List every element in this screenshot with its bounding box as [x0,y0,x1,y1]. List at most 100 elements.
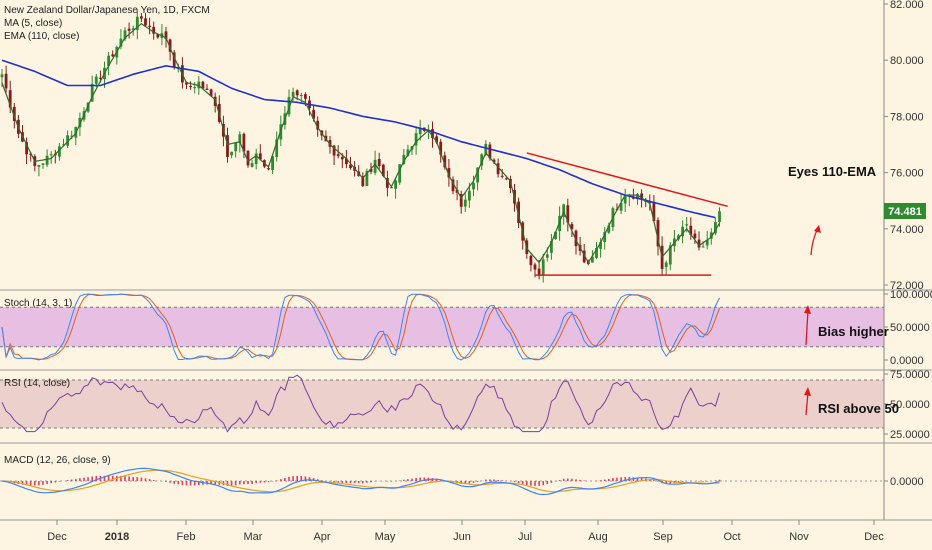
x-tick-label-0: Dec [47,531,67,543]
arrow-head-icon [814,225,821,233]
macd-label: MACD (12, 26, close, 9) [4,455,111,466]
candle-body [291,91,295,97]
rsi-tick-label-0: 75.0000 [890,369,930,381]
candle-body [500,175,504,177]
candle-body [554,231,557,239]
main-tick-label-4: 74.000 [890,224,924,236]
candle-body [472,182,475,190]
x-tick-label-10: Oct [723,531,740,543]
candle-body [90,83,94,102]
candle-body [316,120,320,130]
candle-body [242,133,246,152]
candle-body [94,76,98,84]
candle-body [582,250,586,263]
candle-body [238,134,242,144]
main-tick-label-3: 76.000 [890,168,924,180]
candle-body [135,16,139,30]
macd-signal-line [1,469,720,493]
main-tick-label-1: 80.000 [890,55,924,67]
candle-body [156,34,160,38]
stoch-arrow-icon [805,309,809,346]
candle-body [230,151,233,156]
candle-body [664,262,668,268]
candle-body [435,136,438,143]
candle-body [570,224,574,230]
stoch-label: Stoch (14, 3, 1) [4,298,72,309]
candle-body [193,87,197,89]
candle-body [107,55,110,66]
candle-body [275,139,279,158]
candle-body [377,158,381,167]
candle-body [131,28,135,30]
candle-body [185,82,188,85]
annotation-bias-higher: Bias higher [818,324,889,339]
candle-body [599,242,602,249]
candle-body [394,180,397,189]
candle-body [381,164,385,176]
candle-body [685,224,689,226]
candle-body [365,170,369,187]
price-pane[interactable] [0,9,821,283]
candle-body [607,225,611,233]
x-tick-label-7: Jul [518,531,532,543]
candle-body [668,245,672,265]
candle-body [332,145,336,156]
candle-body [328,140,332,147]
candle-body [414,133,418,146]
candle-body [533,264,537,270]
rsi-band [0,380,884,428]
candle-body [701,246,705,248]
rsi-pane[interactable] [0,374,884,433]
main-tick-label-2: 78.000 [890,111,924,123]
candle-body [386,178,389,188]
rsi-label: RSI (14, close) [4,378,70,389]
candle-body [234,142,238,152]
candle-body [258,153,262,160]
candle-body [58,146,61,157]
candle-body [636,194,639,200]
macd-pane[interactable] [0,467,884,496]
x-tick-label-9: Sep [653,531,673,543]
candle-body [439,141,443,155]
stoch-pane[interactable] [0,293,884,361]
candle-body [504,178,508,180]
candle-body [537,268,541,276]
candle-body [0,74,4,78]
chart-title: New Zealand Dollar/Japanese Yen, 1D, FXC… [4,5,210,16]
annotation-eyes-ema: Eyes 110-EMA [788,164,877,179]
candle-body [595,248,598,258]
candle-body [402,154,406,164]
candle-body [451,179,455,192]
candle-body [484,143,488,155]
candle-body [496,163,500,175]
candle-body [373,159,377,173]
candle-body [418,128,422,135]
candle-body [550,240,553,253]
candle-body [246,150,250,166]
candle-body [168,39,172,52]
candle-body [652,201,656,222]
candle-body [709,232,713,239]
stoch-k-line [1,293,720,361]
candle-body [431,129,434,139]
candle-body [656,220,660,247]
candle-body [78,117,82,128]
candle-body [574,230,578,247]
rsi-tick-label-1: 50.0000 [890,399,930,411]
candle-body [640,193,643,199]
last-price-text: 74.481 [888,206,922,218]
stoch-arrow-head-icon [804,305,811,314]
candle-body [304,94,307,99]
last-price-badge [884,203,926,219]
candle-body [468,190,471,201]
candle-body [463,199,467,207]
candle-body [189,85,192,87]
candle-body [41,163,45,165]
candle-body [152,26,156,34]
candle-body [566,205,570,223]
candle-body [623,195,627,204]
macd-line [1,467,720,496]
candle-body [254,153,258,165]
candle-body [140,16,143,19]
candle-body [164,31,168,40]
